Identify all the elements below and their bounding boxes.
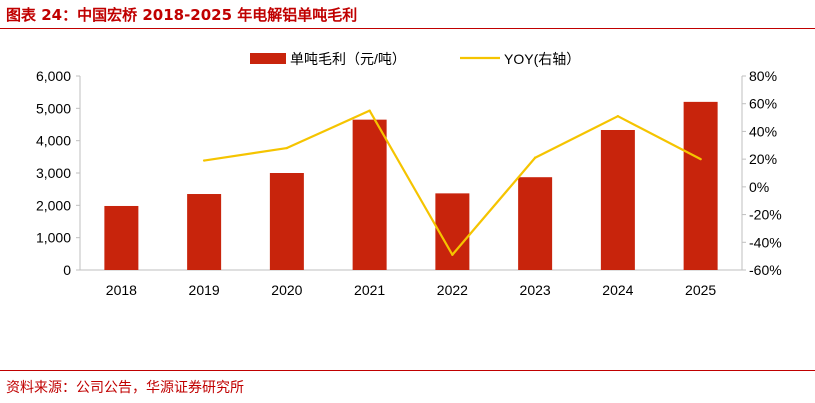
left-tick-label: 4,000	[36, 133, 71, 149]
bar-2019	[187, 194, 222, 270]
legend-bar-label: 单吨毛利（元/吨）	[290, 51, 406, 67]
legend-line-label: YOY(右轴）	[504, 51, 580, 67]
bar-2021	[352, 119, 387, 271]
left-tick-label: 1,000	[36, 230, 71, 246]
bar-2020	[269, 173, 304, 270]
bar-2024	[600, 129, 635, 270]
x-tick-label: 2024	[602, 282, 633, 298]
yoy-point-2019	[202, 159, 206, 162]
right-tick-label: -40%	[749, 234, 782, 250]
x-tick-label: 2025	[685, 282, 716, 298]
left-tick-label: 3,000	[36, 165, 71, 181]
yoy-point-2021	[368, 109, 371, 112]
right-tick-label: -20%	[749, 207, 782, 223]
source-rule	[0, 370, 815, 371]
yoy-point-2025	[699, 157, 702, 161]
title-rule	[0, 28, 815, 29]
x-tick-label: 2022	[437, 282, 468, 298]
right-tick-label: 80%	[749, 68, 777, 84]
bar-2022	[435, 193, 470, 270]
yoy-point-2023	[533, 156, 537, 159]
x-tick-label: 2020	[271, 282, 302, 298]
right-tick-label: 0%	[749, 179, 769, 195]
bar-2023	[518, 177, 553, 270]
x-tick-label: 2023	[520, 282, 551, 298]
left-tick-label: 2,000	[36, 197, 71, 213]
right-tick-label: 60%	[749, 96, 777, 112]
yoy-point-2020	[285, 146, 289, 150]
legend-bar-swatch	[250, 53, 286, 64]
source-note: 资料来源：公司公告，华源证券研究所	[6, 380, 244, 396]
bar-2018	[104, 205, 139, 270]
yoy-point-2022	[451, 253, 454, 256]
x-tick-label: 2021	[354, 282, 385, 298]
figure-title: 图表 24：中国宏桥 2018-2025 年电解铝单吨毛利	[6, 6, 358, 24]
right-tick-label: 20%	[749, 151, 777, 167]
right-tick-label: -60%	[749, 262, 782, 278]
left-tick-label: 0	[63, 262, 71, 278]
right-tick-label: 40%	[749, 123, 777, 139]
x-tick-label: 2018	[106, 282, 137, 298]
left-tick-label: 5,000	[36, 100, 71, 116]
left-tick-label: 6,000	[36, 68, 71, 84]
bar-2025	[683, 101, 718, 270]
x-tick-label: 2019	[189, 282, 220, 298]
yoy-point-2024	[616, 114, 620, 118]
